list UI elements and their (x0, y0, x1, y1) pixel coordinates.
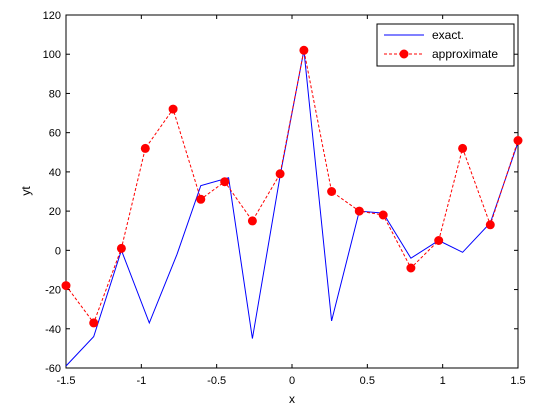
data-point-approximate (196, 194, 206, 204)
x-tick-label: 1 (440, 375, 446, 387)
y-tick-label: 20 (49, 206, 61, 218)
x-tick-label: -1.5 (57, 375, 76, 387)
data-point-approximate (247, 216, 257, 226)
legend-exact-label: exact. (432, 28, 464, 42)
x-tick-label: -0.5 (207, 375, 226, 387)
data-point-approximate (140, 143, 150, 153)
data-point-approximate (354, 206, 364, 216)
x-tick-label: 0 (289, 375, 295, 387)
y-tick-label: 60 (49, 128, 61, 140)
axis-ticks: -1.5 -1 -0.5 0 0.5 1 1.5 -60 -40 -20 0 20 40 60 80 100 1… (43, 10, 526, 387)
data-point-approximate (327, 187, 337, 196)
y-tick-label: -40 (45, 324, 61, 336)
plot-area (65, 14, 519, 369)
y-tick-label: 0 (55, 245, 61, 257)
y-tick-label: 100 (43, 49, 61, 61)
y-axis-label: yt (19, 186, 33, 196)
legend: exact. approximate (376, 23, 515, 67)
data-point-approximate (89, 318, 99, 328)
legend-approx-label: approximate (432, 47, 498, 61)
series-line-approximate (65, 50, 519, 324)
data-point-approximate (61, 281, 71, 291)
data-point-approximate (168, 104, 178, 114)
data-point-approximate (485, 220, 495, 230)
data-point-approximate (406, 263, 416, 273)
data-point-approximate (458, 143, 468, 153)
data-point-approximate (434, 236, 444, 245)
data-point-approximate (378, 210, 388, 220)
x-tick-label: 0.5 (360, 375, 375, 387)
x-tick-label: -1 (136, 375, 146, 387)
legend-box (376, 23, 515, 67)
x-axis-label: x (289, 392, 295, 406)
legend-approx-marker (399, 49, 409, 59)
y-tick-label: 120 (43, 10, 61, 22)
data-point-approximate (299, 45, 309, 55)
data-point-approximate (513, 136, 523, 145)
x-tick-label: 1.5 (510, 375, 525, 387)
y-tick-label: -60 (45, 363, 61, 375)
data-point-approximate (116, 243, 126, 253)
y-tick-label: 40 (49, 167, 61, 179)
y-tick-label: -20 (45, 285, 61, 297)
data-point-approximate (220, 177, 230, 187)
y-tick-label: 80 (49, 88, 61, 100)
data-point-approximate (275, 169, 285, 179)
series-layer (61, 45, 523, 367)
